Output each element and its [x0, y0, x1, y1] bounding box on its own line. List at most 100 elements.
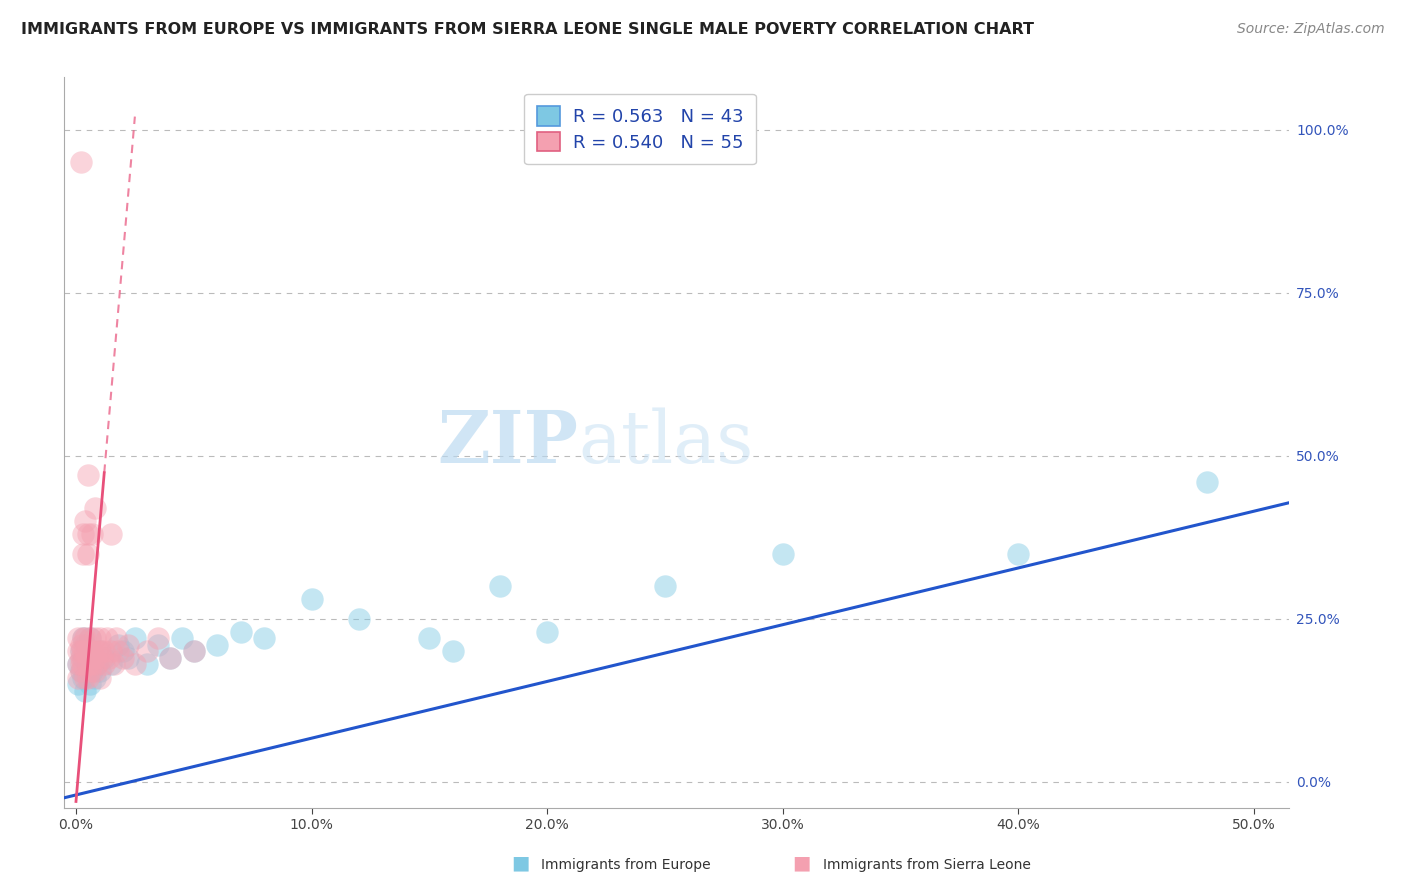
Point [69, 664, 91, 678]
Point [112, 651, 135, 665]
Point [79, 664, 101, 678]
Point [93, 657, 115, 672]
Point [79, 677, 101, 691]
Point [105, 632, 128, 646]
Text: Immigrants from Sierra Leone: Immigrants from Sierra Leone [823, 858, 1031, 872]
Point [183, 644, 205, 658]
Point [76, 547, 98, 561]
Point [67, 677, 90, 691]
Point [75, 632, 97, 646]
Point [347, 612, 370, 626]
Point [183, 644, 205, 658]
Point [72, 547, 94, 561]
Point [654, 579, 676, 593]
Point [72, 671, 94, 685]
Point [148, 638, 170, 652]
Point [107, 644, 129, 658]
Point [253, 632, 276, 646]
Point [170, 632, 193, 646]
Point [96, 632, 118, 646]
Point [1007, 547, 1029, 561]
Point [75, 638, 97, 652]
Point [69, 644, 91, 658]
Text: Source: ZipAtlas.com: Source: ZipAtlas.com [1237, 22, 1385, 37]
Point [67, 657, 90, 672]
Point [489, 579, 512, 593]
Point [76, 671, 98, 685]
Point [89, 664, 111, 678]
Point [69, 638, 91, 652]
Point [135, 644, 157, 658]
Point [72, 651, 94, 665]
Point [82, 657, 104, 672]
Point [82, 644, 104, 658]
Legend: R = 0.563   N = 43, R = 0.540   N = 55: R = 0.563 N = 43, R = 0.540 N = 55 [524, 94, 756, 164]
Point [89, 644, 111, 658]
Point [72, 644, 94, 658]
Point [86, 644, 108, 658]
Point [93, 644, 115, 658]
Point [536, 624, 558, 639]
Text: ■: ■ [510, 854, 530, 872]
Point [148, 632, 170, 646]
Point [76, 644, 98, 658]
Point [67, 632, 90, 646]
Point [79, 644, 101, 658]
Point [159, 651, 181, 665]
Point [117, 638, 139, 652]
Point [86, 657, 108, 672]
Point [90, 651, 112, 665]
Point [82, 664, 104, 678]
Point [79, 632, 101, 646]
Point [72, 527, 94, 541]
Point [124, 632, 146, 646]
Text: atlas: atlas [579, 408, 754, 478]
Point [67, 644, 90, 658]
Point [79, 632, 101, 646]
Point [83, 651, 105, 665]
Point [229, 624, 252, 639]
Point [83, 632, 105, 646]
Point [83, 671, 105, 685]
Point [100, 657, 122, 672]
Point [89, 632, 111, 646]
Point [89, 671, 111, 685]
Point [112, 644, 135, 658]
Point [301, 592, 323, 607]
Point [1195, 475, 1218, 489]
Point [117, 651, 139, 665]
Point [72, 632, 94, 646]
Point [82, 651, 104, 665]
Point [67, 657, 90, 672]
Point [418, 632, 440, 646]
Point [89, 644, 111, 658]
Point [207, 638, 229, 652]
Point [69, 657, 91, 672]
Point [82, 527, 104, 541]
Text: Immigrants from Europe: Immigrants from Europe [541, 858, 711, 872]
Point [67, 671, 90, 685]
Point [69, 664, 91, 678]
Point [76, 657, 98, 672]
Point [124, 657, 146, 672]
Point [69, 651, 91, 665]
Point [69, 644, 91, 658]
Point [75, 683, 97, 698]
Point [69, 155, 91, 169]
Point [93, 651, 115, 665]
Point [72, 632, 94, 646]
Point [75, 671, 97, 685]
Point [79, 651, 101, 665]
Point [86, 657, 108, 672]
Point [76, 468, 98, 483]
Point [76, 644, 98, 658]
Point [100, 644, 122, 658]
Text: ZIP: ZIP [437, 408, 579, 478]
Point [75, 514, 97, 528]
Point [97, 651, 120, 665]
Point [772, 547, 794, 561]
Text: IMMIGRANTS FROM EUROPE VS IMMIGRANTS FROM SIERRA LEONE SINGLE MALE POVERTY CORRE: IMMIGRANTS FROM EUROPE VS IMMIGRANTS FRO… [21, 22, 1033, 37]
Point [103, 657, 125, 672]
Point [83, 664, 105, 678]
Point [100, 527, 122, 541]
